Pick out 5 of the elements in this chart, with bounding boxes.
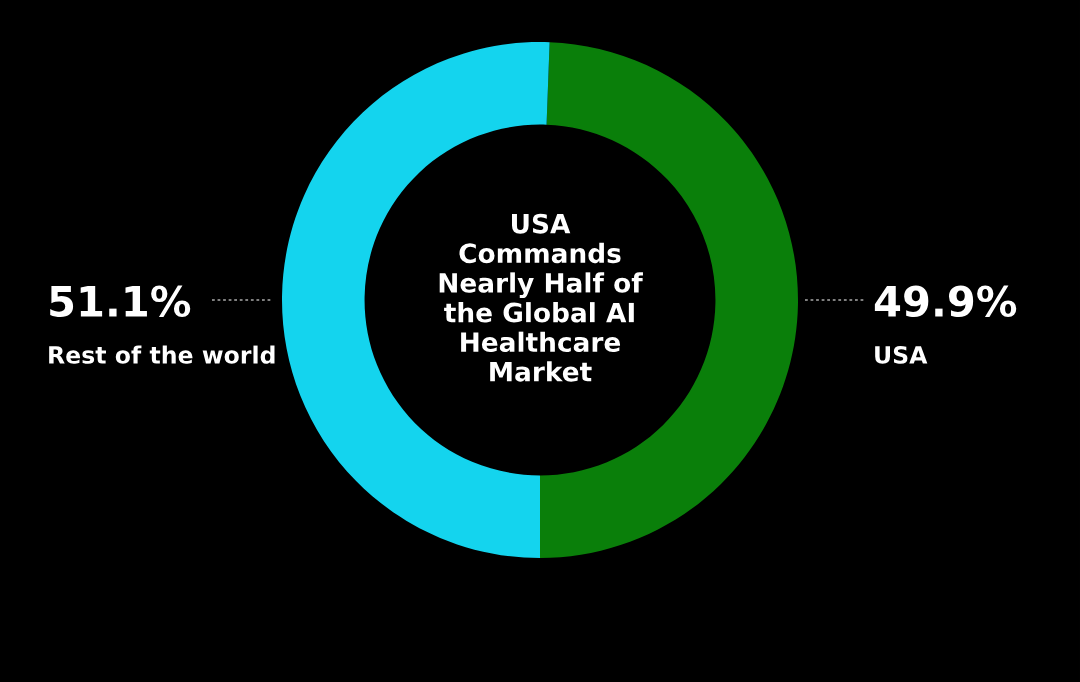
data-label: 49.9% (874, 285, 1017, 318)
data-label: 51.1% (50, 285, 191, 318)
slice-label: Rest of the world (49, 345, 275, 364)
slice-label: USA (875, 345, 928, 364)
text: USA Commands Nearly Half of the Global AI Healthcare Market (439, 213, 643, 382)
